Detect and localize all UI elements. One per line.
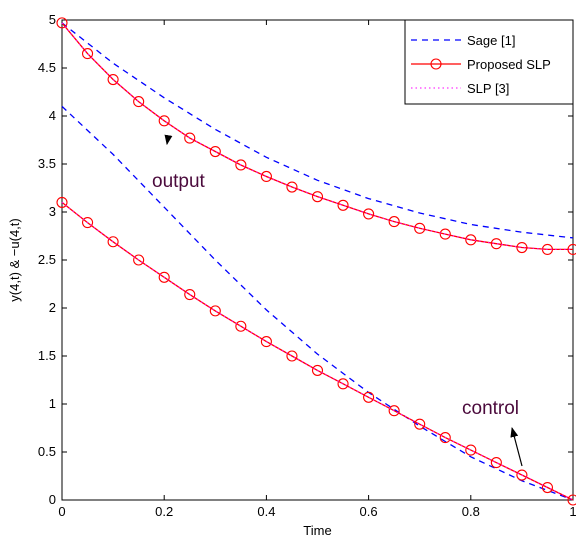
y-axis-label: y(4,t) & −u(4,t) [7, 218, 22, 301]
x-tick-label: 1 [569, 504, 576, 519]
y-tick-label: 0.5 [38, 444, 56, 459]
data-point [260, 336, 272, 348]
data-point [158, 271, 170, 283]
annotation-control-arrow [510, 427, 523, 467]
legend-entry-slp: SLP [3] [467, 81, 509, 96]
legend: Sage [1] Proposed SLP SLP [3] [404, 19, 574, 105]
legend-entry-proposed-slp: Proposed SLP [467, 57, 551, 72]
series-line-0-1 [61, 105, 574, 501]
data-point [465, 444, 477, 456]
data-point [286, 181, 298, 193]
legend-entry-sage: Sage [1] [467, 33, 515, 48]
data-point [567, 243, 576, 255]
data-point [388, 405, 400, 417]
data-point [567, 494, 576, 506]
data-point [107, 73, 119, 86]
data-point [133, 254, 145, 266]
data-point [235, 159, 247, 171]
legend-box [404, 19, 574, 105]
data-point [414, 418, 426, 430]
data-point [337, 199, 349, 211]
y-tick-label: 1.5 [38, 348, 56, 363]
annotations: output control [152, 134, 523, 467]
x-tick-label: 0.4 [257, 504, 275, 519]
data-point [465, 234, 477, 246]
series-group [56, 17, 576, 506]
x-tick-label: 0 [58, 504, 65, 519]
data-point [209, 145, 221, 158]
y-tick-label: 1 [49, 396, 56, 411]
data-point [363, 391, 375, 403]
data-point [209, 305, 221, 317]
data-point [260, 170, 272, 183]
data-point [158, 115, 170, 127]
y-tick-label: 4.5 [38, 60, 56, 75]
y-tick-label: 5 [49, 12, 56, 27]
data-point [56, 196, 68, 208]
data-point [235, 320, 247, 332]
y-tick-label: 2 [49, 300, 56, 315]
data-point [388, 216, 400, 228]
data-point [311, 364, 324, 376]
data-point [337, 378, 349, 390]
x-tick-label: 0.6 [360, 504, 378, 519]
y-tick-label: 0 [49, 492, 56, 507]
data-point [82, 217, 94, 229]
data-point [133, 96, 145, 108]
x-tick-label: 0.8 [462, 504, 480, 519]
series-line-2-1 [61, 202, 574, 501]
data-point [439, 432, 451, 444]
annotation-output-label: output [152, 171, 206, 192]
data-point [184, 132, 196, 144]
annotation-output-arrow [164, 134, 173, 146]
data-point [516, 241, 528, 254]
data-point [56, 17, 68, 29]
y-tick-label: 4 [49, 108, 56, 123]
data-point [82, 48, 94, 60]
data-point [107, 236, 119, 248]
data-point [541, 481, 554, 494]
x-axis-label: Time [303, 523, 331, 538]
data-point [363, 208, 375, 220]
data-point [414, 222, 426, 234]
data-point [286, 350, 298, 362]
data-point [439, 228, 451, 240]
data-point [311, 191, 324, 203]
series-line-0-0 [61, 22, 574, 239]
data-point [490, 238, 502, 250]
data-point [184, 289, 196, 301]
y-tick-label: 3.5 [38, 156, 56, 171]
data-point [490, 457, 502, 469]
series-line-1-0 [61, 22, 573, 251]
data-point [516, 469, 528, 481]
x-tick-label: 0.2 [155, 504, 173, 519]
y-tick-label: 3 [49, 204, 56, 219]
annotation-control-label: control [462, 398, 519, 419]
y-tick-label: 2.5 [38, 252, 56, 267]
legend-marker [430, 58, 442, 70]
